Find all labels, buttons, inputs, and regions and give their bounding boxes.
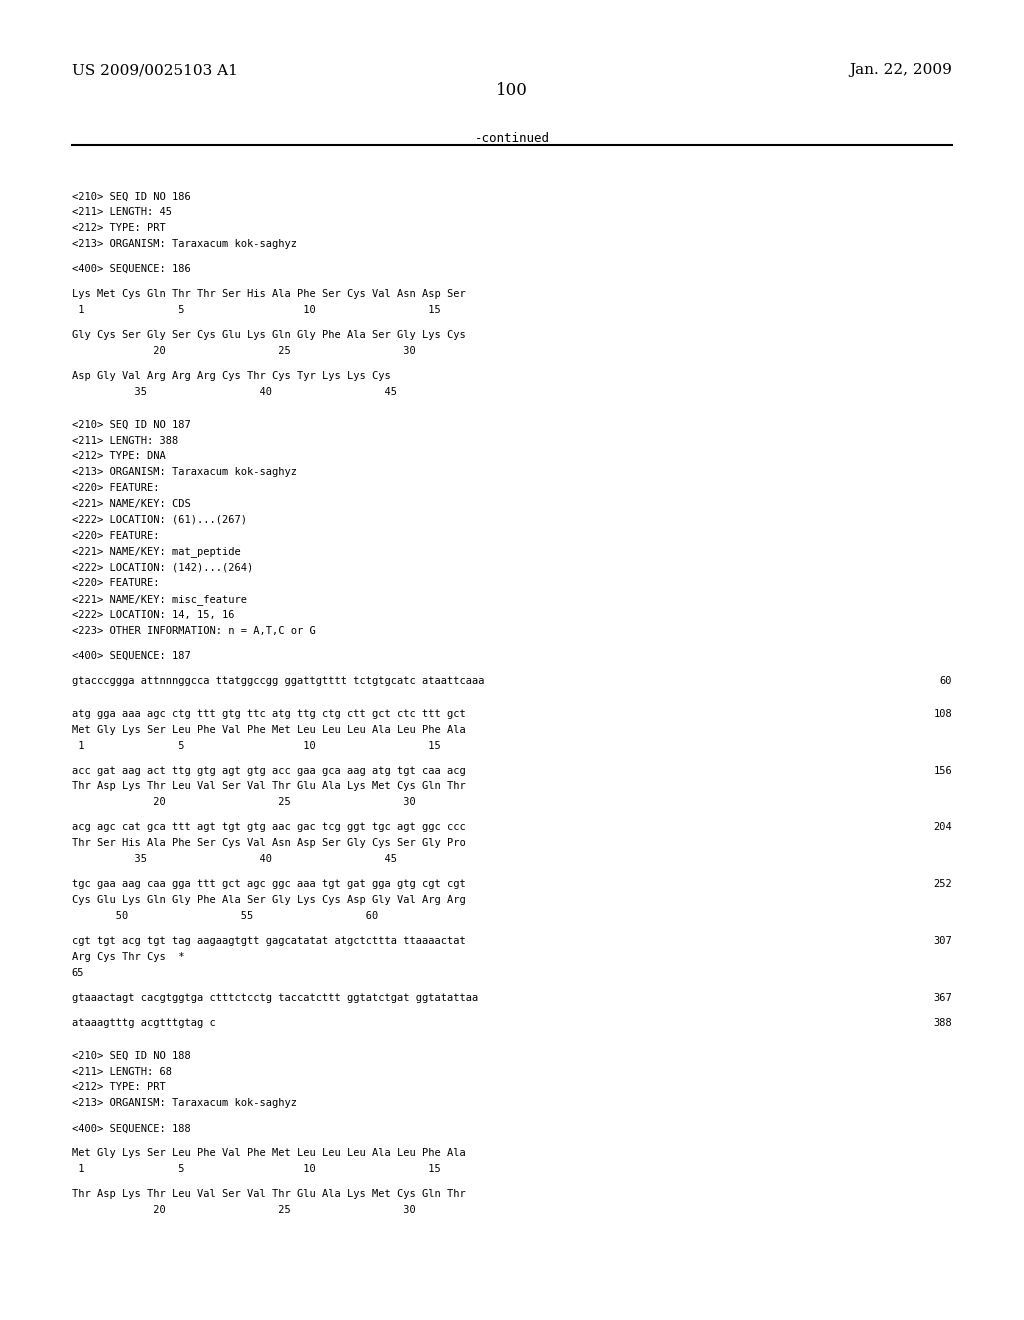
Text: <212> TYPE: PRT: <212> TYPE: PRT	[72, 1082, 166, 1093]
Text: <212> TYPE: DNA: <212> TYPE: DNA	[72, 451, 166, 462]
Text: <210> SEQ ID NO 186: <210> SEQ ID NO 186	[72, 191, 190, 202]
Text: <221> NAME/KEY: mat_peptide: <221> NAME/KEY: mat_peptide	[72, 546, 241, 557]
Text: Met Gly Lys Ser Leu Phe Val Phe Met Leu Leu Leu Ala Leu Phe Ala: Met Gly Lys Ser Leu Phe Val Phe Met Leu …	[72, 725, 466, 735]
Text: 100: 100	[496, 82, 528, 99]
Text: Jan. 22, 2009: Jan. 22, 2009	[850, 63, 952, 78]
Text: <213> ORGANISM: Taraxacum kok-saghyz: <213> ORGANISM: Taraxacum kok-saghyz	[72, 467, 297, 478]
Text: <223> OTHER INFORMATION: n = A,T,C or G: <223> OTHER INFORMATION: n = A,T,C or G	[72, 626, 315, 636]
Text: 35                  40                  45: 35 40 45	[72, 854, 396, 865]
Text: Cys Glu Lys Gln Gly Phe Ala Ser Gly Lys Cys Asp Gly Val Arg Arg: Cys Glu Lys Gln Gly Phe Ala Ser Gly Lys …	[72, 895, 466, 906]
Text: 1               5                   10                  15: 1 5 10 15	[72, 741, 440, 751]
Text: Thr Asp Lys Thr Leu Val Ser Val Thr Glu Ala Lys Met Cys Gln Thr: Thr Asp Lys Thr Leu Val Ser Val Thr Glu …	[72, 781, 466, 792]
Text: 252: 252	[934, 879, 952, 890]
Text: <211> LENGTH: 45: <211> LENGTH: 45	[72, 207, 172, 218]
Text: 60: 60	[940, 676, 952, 686]
Text: 20                  25                  30: 20 25 30	[72, 1205, 416, 1216]
Text: <222> LOCATION: (142)...(264): <222> LOCATION: (142)...(264)	[72, 562, 253, 573]
Text: <222> LOCATION: 14, 15, 16: <222> LOCATION: 14, 15, 16	[72, 610, 234, 620]
Text: 65: 65	[72, 968, 84, 978]
Text: Asp Gly Val Arg Arg Arg Cys Thr Cys Tyr Lys Lys Cys: Asp Gly Val Arg Arg Arg Cys Thr Cys Tyr …	[72, 371, 390, 381]
Text: acg agc cat gca ttt agt tgt gtg aac gac tcg ggt tgc agt ggc ccc: acg agc cat gca ttt agt tgt gtg aac gac …	[72, 822, 466, 833]
Text: 204: 204	[934, 822, 952, 833]
Text: atg gga aaa agc ctg ttt gtg ttc atg ttg ctg ctt gct ctc ttt gct: atg gga aaa agc ctg ttt gtg ttc atg ttg …	[72, 709, 466, 719]
Text: 35                  40                  45: 35 40 45	[72, 387, 396, 397]
Text: Met Gly Lys Ser Leu Phe Val Phe Met Leu Leu Leu Ala Leu Phe Ala: Met Gly Lys Ser Leu Phe Val Phe Met Leu …	[72, 1148, 466, 1159]
Text: US 2009/0025103 A1: US 2009/0025103 A1	[72, 63, 238, 78]
Text: <400> SEQUENCE: 187: <400> SEQUENCE: 187	[72, 651, 190, 661]
Text: <400> SEQUENCE: 186: <400> SEQUENCE: 186	[72, 264, 190, 275]
Text: <220> FEATURE:: <220> FEATURE:	[72, 531, 159, 541]
Text: Thr Ser His Ala Phe Ser Cys Val Asn Asp Ser Gly Cys Ser Gly Pro: Thr Ser His Ala Phe Ser Cys Val Asn Asp …	[72, 838, 466, 849]
Text: <220> FEATURE:: <220> FEATURE:	[72, 578, 159, 589]
Text: 50                  55                  60: 50 55 60	[72, 911, 378, 921]
Text: Lys Met Cys Gln Thr Thr Ser His Ala Phe Ser Cys Val Asn Asp Ser: Lys Met Cys Gln Thr Thr Ser His Ala Phe …	[72, 289, 466, 300]
Text: gtacccggga attnnnggcca ttatggccgg ggattgtttt tctgtgcatc ataattcaaa: gtacccggga attnnnggcca ttatggccgg ggattg…	[72, 676, 484, 686]
Text: <222> LOCATION: (61)...(267): <222> LOCATION: (61)...(267)	[72, 515, 247, 525]
Text: <211> LENGTH: 388: <211> LENGTH: 388	[72, 436, 178, 446]
Text: <400> SEQUENCE: 188: <400> SEQUENCE: 188	[72, 1123, 190, 1134]
Text: <213> ORGANISM: Taraxacum kok-saghyz: <213> ORGANISM: Taraxacum kok-saghyz	[72, 239, 297, 249]
Text: <212> TYPE: PRT: <212> TYPE: PRT	[72, 223, 166, 234]
Text: <210> SEQ ID NO 188: <210> SEQ ID NO 188	[72, 1051, 190, 1061]
Text: -continued: -continued	[474, 132, 550, 145]
Text: <213> ORGANISM: Taraxacum kok-saghyz: <213> ORGANISM: Taraxacum kok-saghyz	[72, 1098, 297, 1109]
Text: Thr Asp Lys Thr Leu Val Ser Val Thr Glu Ala Lys Met Cys Gln Thr: Thr Asp Lys Thr Leu Val Ser Val Thr Glu …	[72, 1189, 466, 1200]
Text: <211> LENGTH: 68: <211> LENGTH: 68	[72, 1067, 172, 1077]
Text: ataaagtttg acgtttgtag c: ataaagtttg acgtttgtag c	[72, 1018, 215, 1028]
Text: cgt tgt acg tgt tag aagaagtgtt gagcatatat atgctcttta ttaaaactat: cgt tgt acg tgt tag aagaagtgtt gagcatata…	[72, 936, 466, 946]
Text: 1               5                   10                  15: 1 5 10 15	[72, 1164, 440, 1175]
Text: <210> SEQ ID NO 187: <210> SEQ ID NO 187	[72, 420, 190, 430]
Text: <221> NAME/KEY: misc_feature: <221> NAME/KEY: misc_feature	[72, 594, 247, 605]
Text: <221> NAME/KEY: CDS: <221> NAME/KEY: CDS	[72, 499, 190, 510]
Text: Gly Cys Ser Gly Ser Cys Glu Lys Gln Gly Phe Ala Ser Gly Lys Cys: Gly Cys Ser Gly Ser Cys Glu Lys Gln Gly …	[72, 330, 466, 341]
Text: 108: 108	[934, 709, 952, 719]
Text: Arg Cys Thr Cys  *: Arg Cys Thr Cys *	[72, 952, 184, 962]
Text: 367: 367	[934, 993, 952, 1003]
Text: 1               5                   10                  15: 1 5 10 15	[72, 305, 440, 315]
Text: gtaaactagt cacgtggtga ctttctcctg taccatcttt ggtatctgat ggtatattaa: gtaaactagt cacgtggtga ctttctcctg taccatc…	[72, 993, 478, 1003]
Text: 20                  25                  30: 20 25 30	[72, 797, 416, 808]
Text: tgc gaa aag caa gga ttt gct agc ggc aaa tgt gat gga gtg cgt cgt: tgc gaa aag caa gga ttt gct agc ggc aaa …	[72, 879, 466, 890]
Text: 307: 307	[934, 936, 952, 946]
Text: 388: 388	[934, 1018, 952, 1028]
Text: 20                  25                  30: 20 25 30	[72, 346, 416, 356]
Text: <220> FEATURE:: <220> FEATURE:	[72, 483, 159, 494]
Text: acc gat aag act ttg gtg agt gtg acc gaa gca aag atg tgt caa acg: acc gat aag act ttg gtg agt gtg acc gaa …	[72, 766, 466, 776]
Text: 156: 156	[934, 766, 952, 776]
